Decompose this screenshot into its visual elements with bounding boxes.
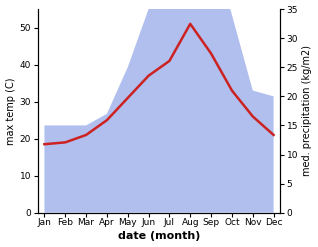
Y-axis label: med. precipitation (kg/m2): med. precipitation (kg/m2) xyxy=(302,45,313,176)
X-axis label: date (month): date (month) xyxy=(118,231,200,242)
Y-axis label: max temp (C): max temp (C) xyxy=(5,77,16,145)
